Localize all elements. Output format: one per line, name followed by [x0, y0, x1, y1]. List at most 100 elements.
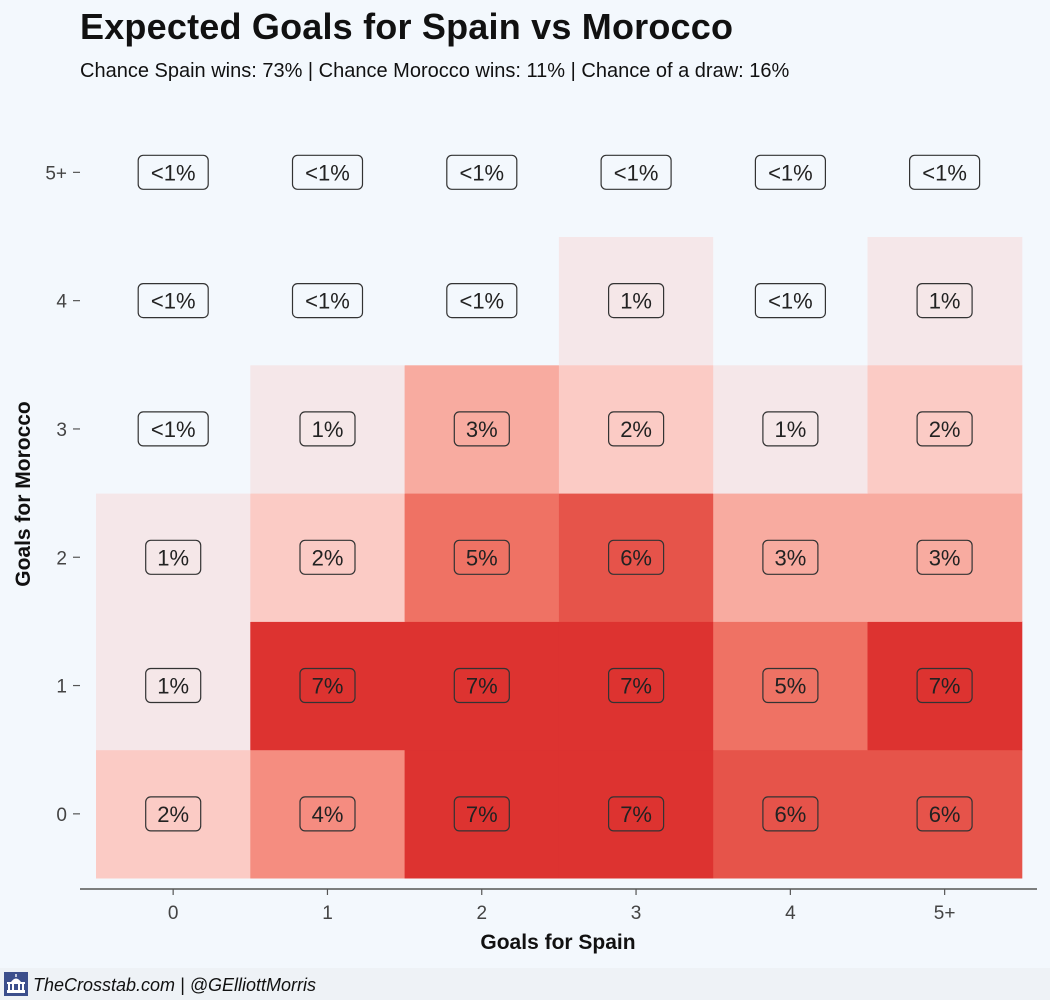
footer-credit: TheCrosstab.com | @GElliottMorris: [33, 975, 317, 995]
cell-label-box: [299, 796, 356, 832]
chart-title: Expected Goals for Spain vs Morocco: [80, 6, 734, 47]
cell-label-box: [762, 411, 819, 447]
heatmap-cell: [713, 108, 868, 237]
heatmap-cell: [558, 749, 714, 879]
cell-label-box: [299, 667, 356, 704]
cell-label-box: [607, 283, 665, 319]
cell-label: 6%: [620, 545, 652, 570]
cell-label-box: [600, 154, 672, 190]
x-tick-label: 0: [168, 903, 179, 924]
heatmap-cell: [867, 749, 1023, 879]
cell-label: <1%: [305, 289, 350, 314]
cell-label: 6%: [929, 802, 961, 827]
cell-label-box: [762, 539, 819, 575]
heatmap-cell: [96, 621, 251, 751]
heatmap-cell: [404, 364, 560, 494]
y-tick-label: 4: [56, 292, 67, 313]
cell-label: 7%: [620, 802, 652, 827]
x-axis-title: Goals for Spain: [480, 931, 635, 954]
cell-label: 7%: [312, 674, 344, 699]
cell-label-box: [908, 154, 981, 190]
cell-label: 1%: [312, 417, 344, 442]
heatmap-cell: [96, 108, 251, 237]
cell-label: 3%: [775, 545, 807, 570]
heatmap-cell: [250, 364, 406, 494]
cell-label: 3%: [466, 417, 498, 442]
heatmap-cell: [404, 108, 560, 237]
cell-label-box: [762, 667, 819, 704]
heatmap-cell: [250, 108, 406, 237]
cell-label-box: [916, 796, 973, 832]
y-tick-label: 1: [56, 677, 67, 698]
cell-label: <1%: [305, 160, 350, 185]
cell-label-box: [145, 796, 202, 832]
cell-label-box: [291, 283, 364, 319]
heatmap-cell: [404, 621, 560, 751]
y-tick-label: 3: [56, 420, 67, 441]
cell-label: 1%: [157, 545, 189, 570]
cell-label-box: [754, 283, 827, 319]
heatmap-cells: [96, 108, 1023, 879]
heatmap-axes: Goals for Spain Goals for Morocco 0 1 2 3 4 5…: [12, 163, 1037, 954]
chart-subtitle: Chance Spain wins: 73% | Chance Morocco …: [80, 60, 790, 82]
cell-label-box: [137, 411, 209, 447]
cell-label: 7%: [929, 674, 961, 699]
cell-label: 5%: [466, 545, 498, 570]
cell-label-box: [607, 539, 665, 575]
heatmap-cell: [404, 236, 560, 366]
cell-label: 2%: [929, 417, 961, 442]
cell-label: 5%: [775, 674, 807, 699]
cell-label: 1%: [157, 674, 189, 699]
cell-label-box: [607, 667, 665, 704]
heatmap-cell: [96, 493, 251, 622]
y-tick-label: 0: [56, 805, 67, 826]
heatmap-cell: [867, 493, 1023, 622]
cell-label: <1%: [768, 289, 813, 314]
cell-label-box: [453, 667, 510, 704]
cell-label-box: [916, 283, 973, 319]
heatmap-cell: [250, 236, 406, 366]
cell-label-box: [446, 154, 518, 190]
cell-label-box: [453, 411, 510, 447]
cell-label: 1%: [929, 289, 961, 314]
cell-label-box: [916, 411, 973, 447]
heatmap-cell: [404, 749, 560, 879]
cell-label: 7%: [466, 802, 498, 827]
heatmap-cell: [558, 364, 714, 494]
cell-label-box: [299, 411, 356, 447]
cell-label-box: [762, 796, 819, 832]
heatmap-cell-labels: 2% 4% 7% 7% 6% 6% 1% 7% 7% 7% 5% 7% 1% 2% 5% 6% 3% 3% <1% 1…: [137, 154, 981, 832]
cell-label: <1%: [614, 160, 659, 185]
heatmap-cell: [867, 236, 1023, 366]
heatmap-cell: [867, 108, 1023, 237]
cell-label-box: [607, 796, 665, 832]
cell-label-box: [916, 539, 973, 575]
cell-label-box: [453, 796, 510, 832]
heatmap-cell: [250, 493, 406, 622]
y-axis-title: Goals for Morocco: [12, 401, 35, 587]
cell-label: 2%: [312, 545, 344, 570]
x-tick-label: 3: [631, 903, 642, 924]
heatmap-cell: [867, 621, 1023, 751]
cell-label: <1%: [151, 417, 196, 442]
cell-label: 7%: [466, 674, 498, 699]
cell-label-box: [916, 667, 973, 704]
y-tick-label: 5+: [45, 163, 67, 184]
cell-label: <1%: [151, 160, 196, 185]
cell-label: <1%: [151, 289, 196, 314]
cell-label-box: [145, 667, 202, 704]
cell-label-box: [299, 539, 356, 575]
cell-label: 7%: [620, 674, 652, 699]
cell-label-box: [137, 283, 209, 319]
cell-label: 1%: [775, 417, 807, 442]
x-tick-label: 2: [477, 903, 488, 924]
cell-label-box: [145, 539, 202, 575]
footer-bar: TheCrosstab.com | @GElliottMorris: [0, 968, 1050, 1000]
cell-label-box: [137, 154, 209, 190]
heatmap-cell: [96, 236, 251, 366]
heatmap-cell: [713, 493, 868, 622]
cell-label: 2%: [157, 802, 189, 827]
capitol-building-icon: [4, 972, 28, 996]
cell-label-box: [607, 411, 665, 447]
heatmap-cell: [404, 493, 560, 622]
